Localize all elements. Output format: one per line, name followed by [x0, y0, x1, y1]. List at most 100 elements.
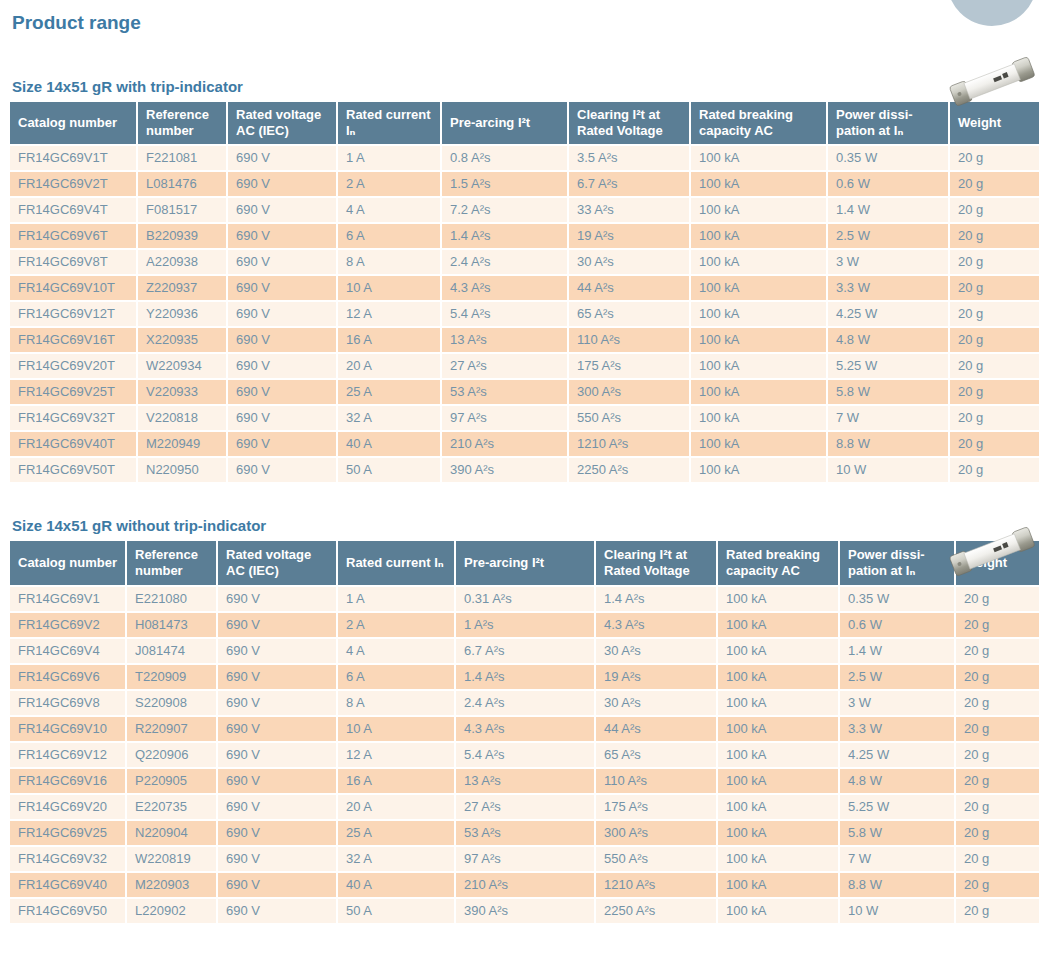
table-row: FR14GC69V16TX220935690 V16 A13 A²s110 A²… [10, 328, 1039, 354]
table-cell: 20 g [950, 250, 1039, 276]
column-header: Catalog number [10, 541, 127, 587]
page-title: Product range [0, 0, 1039, 34]
column-header: Catalog number [10, 102, 138, 146]
table-cell: 30 A²s [569, 250, 691, 276]
table-cell: 100 kA [691, 406, 828, 432]
table-cell: T220909 [127, 665, 218, 691]
column-header: Pre-arcing I²t [456, 541, 596, 587]
table-cell: 44 A²s [596, 717, 718, 743]
table-cell: 2.4 A²s [442, 250, 569, 276]
product-table-with-trip-indicator: Catalog numberReference numberRated volt… [10, 102, 1039, 484]
table-cell: 100 kA [718, 639, 840, 665]
column-header: Rated current Iₙ [338, 541, 456, 587]
table-cell: 100 kA [691, 224, 828, 250]
table-cell: 100 kA [691, 328, 828, 354]
table-cell: 20 g [950, 354, 1039, 380]
table-cell: A220938 [138, 250, 228, 276]
table-cell: FR14GC69V10T [10, 276, 138, 302]
table-cell: 10 W [840, 899, 956, 925]
table-cell: 50 A [338, 899, 456, 925]
table-cell: 20 g [956, 743, 1039, 769]
table-row: FR14GC69V25TV220933690 V25 A53 A²s300 A²… [10, 380, 1039, 406]
table-cell: FR14GC69V4 [10, 639, 127, 665]
column-header: Rated current Iₙ [338, 102, 442, 146]
table-cell: 30 A²s [596, 691, 718, 717]
table-cell: FR14GC69V50 [10, 899, 127, 925]
table-cell: Z220937 [138, 276, 228, 302]
table-cell: 8 A [338, 691, 456, 717]
table-cell: FR14GC69V40T [10, 432, 138, 458]
table-cell: 20 g [956, 639, 1039, 665]
table-cell: X220935 [138, 328, 228, 354]
table-cell: 32 A [338, 847, 456, 873]
table-cell: 690 V [228, 172, 338, 198]
table-cell: 5.25 W [840, 795, 956, 821]
table-row: FR14GC69V40M220903690 V40 A210 A²s1210 A… [10, 873, 1039, 899]
header-row: Catalog numberReference numberRated volt… [10, 541, 1039, 587]
table-cell: 2.5 W [828, 224, 950, 250]
table-cell: 6 A [338, 665, 456, 691]
table-cell: 1.4 A²s [456, 665, 596, 691]
table-cell: FR14GC69V32T [10, 406, 138, 432]
table-cell: 4 A [338, 639, 456, 665]
table-cell: 1.4 A²s [596, 587, 718, 613]
table-cell: 40 A [338, 432, 442, 458]
table-cell: W220934 [138, 354, 228, 380]
table-cell: 100 kA [718, 847, 840, 873]
table-cell: 690 V [218, 769, 338, 795]
table-cell: 40 A [338, 873, 456, 899]
table-cell: 0.31 A²s [456, 587, 596, 613]
table-cell: 20 g [956, 691, 1039, 717]
table-cell: 20 g [956, 613, 1039, 639]
table-cell: 0.6 W [840, 613, 956, 639]
table-cell: 20 g [950, 198, 1039, 224]
column-header: Pre-arcing I²t [442, 102, 569, 146]
table-cell: R220907 [127, 717, 218, 743]
table-cell: FR14GC69V2 [10, 613, 127, 639]
table-cell: 3 W [840, 691, 956, 717]
table-cell: 100 kA [718, 873, 840, 899]
table-cell: 4.3 A²s [596, 613, 718, 639]
table-row: FR14GC69V10TZ220937690 V10 A4.3 A²s44 A²… [10, 276, 1039, 302]
table-cell: 3 W [828, 250, 950, 276]
table-cell: 4.8 W [828, 328, 950, 354]
table-cell: Y220936 [138, 302, 228, 328]
table-cell: FR14GC69V6T [10, 224, 138, 250]
fuse-product-image [946, 50, 1038, 112]
table-cell: 210 A²s [456, 873, 596, 899]
table-cell: 20 g [956, 769, 1039, 795]
table-cell: 13 A²s [442, 328, 569, 354]
table-cell: 0.35 W [828, 146, 950, 172]
table-cell: 25 A [338, 821, 456, 847]
table-cell: H081473 [127, 613, 218, 639]
table-cell: 8.8 W [828, 432, 950, 458]
table-row: FR14GC69V50L220902690 V50 A390 A²s2250 A… [10, 899, 1039, 925]
table-cell: 110 A²s [569, 328, 691, 354]
table-cell: J081474 [127, 639, 218, 665]
table-cell: 27 A²s [456, 795, 596, 821]
table-cell: 550 A²s [596, 847, 718, 873]
table-cell: 20 g [950, 302, 1039, 328]
table-cell: N220950 [138, 458, 228, 484]
table-cell: 20 A [338, 795, 456, 821]
table-cell: 1.4 W [840, 639, 956, 665]
table-cell: 20 g [956, 821, 1039, 847]
table-cell: 7 W [840, 847, 956, 873]
table-cell: 690 V [228, 146, 338, 172]
table-body: FR14GC69V1TF221081690 V1 A0.8 A²s3.5 A²s… [10, 146, 1039, 484]
column-header: Rated voltage AC (IEC) [218, 541, 338, 587]
column-header: Power dissi-pation at Iₙ [828, 102, 950, 146]
table-cell: 20 g [950, 380, 1039, 406]
table-cell: 12 A [338, 302, 442, 328]
table-cell: 2 A [338, 613, 456, 639]
table-cell: 1 A [338, 587, 456, 613]
table-cell: 690 V [228, 198, 338, 224]
table-row: FR14GC69V20TW220934690 V20 A27 A²s175 A²… [10, 354, 1039, 380]
column-header: Rated voltage AC (IEC) [228, 102, 338, 146]
table-cell: FR14GC69V8 [10, 691, 127, 717]
table-cell: 690 V [218, 587, 338, 613]
table-cell: 100 kA [691, 276, 828, 302]
table-cell: FR14GC69V20 [10, 795, 127, 821]
table-cell: 6.7 A²s [456, 639, 596, 665]
table-cell: 6.7 A²s [569, 172, 691, 198]
